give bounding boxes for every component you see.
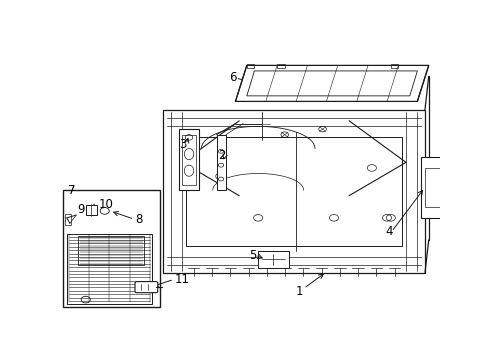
Bar — [246, 64, 254, 68]
Bar — [424, 168, 439, 207]
Text: 3: 3 — [179, 138, 186, 151]
Text: 6: 6 — [228, 71, 236, 84]
Text: 8: 8 — [135, 213, 142, 226]
Text: 4: 4 — [385, 225, 392, 238]
Bar — [277, 64, 284, 68]
Bar — [181, 135, 196, 185]
Bar — [102, 210, 107, 212]
Bar — [63, 190, 159, 307]
Text: 10: 10 — [99, 198, 114, 211]
Text: 1: 1 — [296, 285, 303, 298]
Text: 5: 5 — [248, 249, 256, 262]
Polygon shape — [235, 66, 428, 102]
Text: 2: 2 — [218, 149, 225, 162]
Bar — [178, 129, 199, 190]
Bar — [65, 214, 70, 225]
Text: 11: 11 — [175, 273, 189, 286]
Bar — [67, 234, 152, 304]
Bar — [390, 64, 398, 68]
Bar — [420, 157, 443, 218]
Text: 9: 9 — [77, 203, 85, 216]
Bar — [258, 251, 288, 268]
Bar — [216, 135, 225, 190]
Bar — [85, 205, 97, 215]
Bar — [78, 236, 144, 265]
Bar — [163, 110, 424, 273]
Bar — [186, 138, 401, 246]
Text: 7: 7 — [68, 184, 75, 197]
FancyBboxPatch shape — [135, 282, 158, 293]
